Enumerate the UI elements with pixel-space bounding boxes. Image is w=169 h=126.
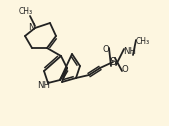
Text: CH₃: CH₃ — [136, 38, 150, 46]
Text: O: O — [103, 44, 109, 54]
Text: O: O — [122, 66, 128, 74]
Text: S: S — [110, 57, 116, 67]
Text: NH: NH — [38, 82, 51, 90]
Text: NH: NH — [124, 46, 137, 55]
Text: N: N — [28, 24, 34, 33]
Text: CH₃: CH₃ — [19, 7, 33, 15]
